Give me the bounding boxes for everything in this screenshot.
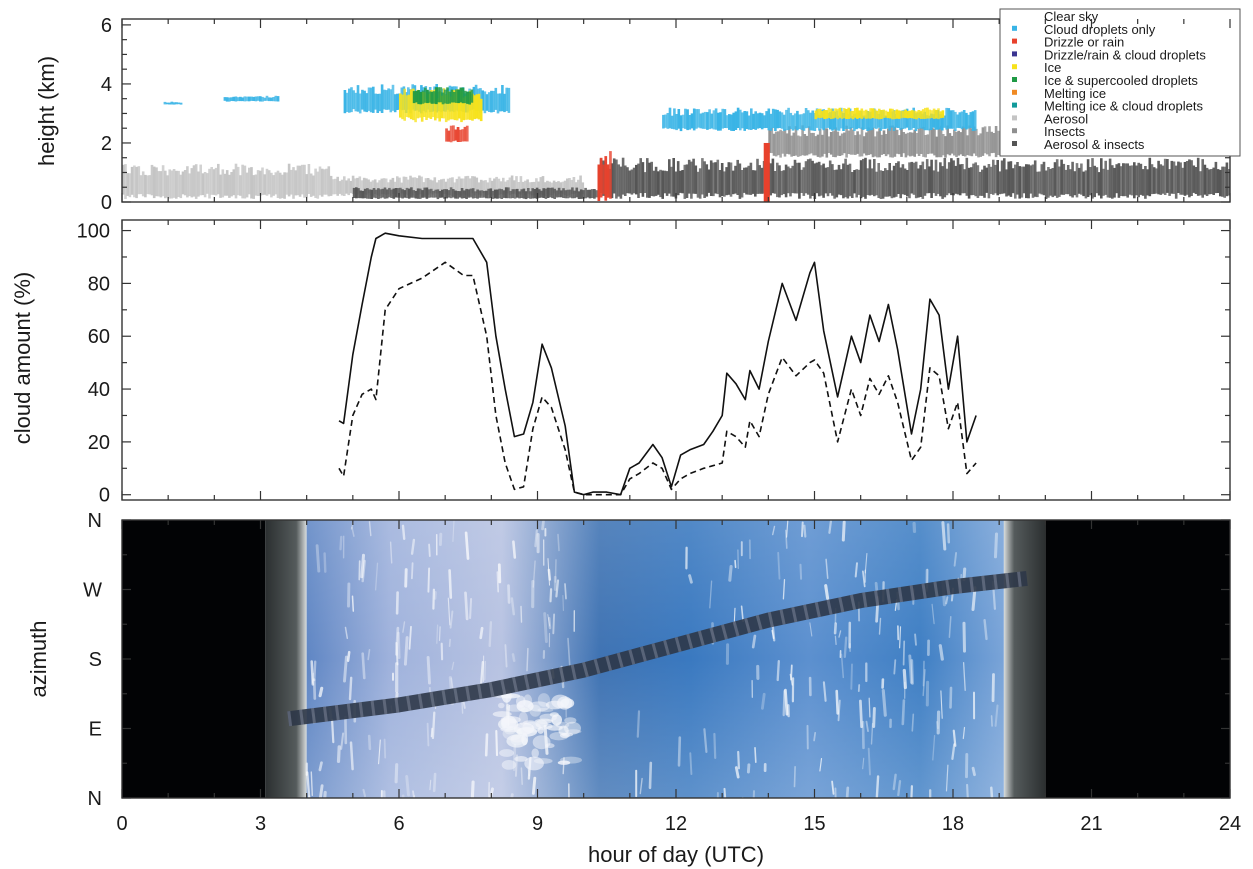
azimuth-axis-title: azimuth bbox=[26, 620, 51, 697]
legend-entry: Ice & supercooled droplets bbox=[1012, 73, 1198, 88]
legend-label: Aerosol & insects bbox=[1044, 137, 1145, 152]
legend-swatch bbox=[1012, 64, 1017, 70]
legend-swatch bbox=[1012, 89, 1017, 95]
legend-label: Clear sky bbox=[1044, 9, 1099, 24]
legend-swatch bbox=[1012, 102, 1017, 108]
sun-track bbox=[287, 570, 1028, 727]
legend-swatch bbox=[1012, 25, 1017, 31]
legend-label: Aerosol bbox=[1044, 111, 1088, 126]
legend-swatch bbox=[1012, 77, 1017, 82]
legend-entry: Insects bbox=[1012, 124, 1086, 139]
legend-entry: Melting ice & cloud droplets bbox=[1012, 99, 1203, 114]
class-region bbox=[768, 125, 1000, 158]
legend-label: Drizzle or rain bbox=[1044, 35, 1124, 50]
y-tick-label: N bbox=[88, 788, 102, 810]
y-tick-label: 4 bbox=[101, 74, 112, 96]
cloud-amount-axis-title: cloud amount (%) bbox=[10, 272, 35, 444]
twilight-span bbox=[1003, 520, 1046, 798]
x-tick-label: 3 bbox=[255, 813, 266, 835]
y-tick-label: N bbox=[88, 510, 102, 532]
class-region bbox=[399, 88, 483, 123]
class-region bbox=[223, 95, 280, 102]
x-tick-label: 24 bbox=[1219, 813, 1241, 835]
legend-entry: Ice bbox=[1012, 60, 1061, 75]
legend-entry: Aerosol & insects bbox=[1012, 137, 1145, 152]
x-tick-label: 9 bbox=[532, 813, 543, 835]
sky-image-panel: N E S W N azimuth bbox=[26, 510, 1231, 810]
y-tick-label: W bbox=[83, 580, 102, 602]
y-tick-label: S bbox=[89, 649, 102, 671]
class-region bbox=[597, 151, 612, 201]
class-region bbox=[122, 163, 331, 199]
class-region bbox=[445, 125, 469, 143]
night-span bbox=[122, 520, 266, 798]
y-tick-label: 2 bbox=[101, 133, 112, 155]
y-tick-label: 20 bbox=[88, 432, 110, 454]
twilight-span bbox=[265, 520, 307, 798]
x-tick-label: 6 bbox=[393, 813, 404, 835]
y-tick-label: 40 bbox=[88, 379, 110, 401]
y-tick-label: E bbox=[89, 719, 102, 741]
legend-label: Ice bbox=[1044, 60, 1061, 75]
legend-entry: Cloud droplets only bbox=[1012, 22, 1156, 37]
y-tick-label: 60 bbox=[88, 326, 110, 348]
cloud-amount-line-solid bbox=[338, 232, 977, 496]
x-tick-label: 0 bbox=[116, 813, 127, 835]
legend-entry: Melting ice bbox=[1012, 86, 1106, 101]
legend-swatch bbox=[1012, 38, 1017, 44]
x-tick-label: 12 bbox=[665, 813, 687, 835]
class-region bbox=[763, 142, 770, 202]
height-axis-title: height (km) bbox=[34, 56, 59, 166]
legend-swatch bbox=[1012, 115, 1017, 121]
legend-swatch bbox=[1012, 128, 1017, 134]
class-region bbox=[163, 101, 183, 105]
night-span bbox=[1045, 520, 1230, 798]
legend-label: Cloud droplets only bbox=[1044, 22, 1156, 37]
cloud-amount-panel: 0 20 40 60 80 100 cloud amount (%) bbox=[10, 219, 1231, 507]
cloud-amount-line-dashed bbox=[338, 261, 977, 496]
class-region bbox=[352, 187, 598, 200]
legend-label: Ice & supercooled droplets bbox=[1044, 73, 1198, 88]
class-region bbox=[662, 107, 977, 132]
hour-axis-title: hour of day (UTC) bbox=[588, 842, 764, 867]
legend-box bbox=[999, 8, 1241, 157]
y-tick-label: 100 bbox=[77, 221, 110, 243]
legend-label: Melting ice & cloud droplets bbox=[1044, 99, 1203, 114]
legend-label: Drizzle/rain & cloud droplets bbox=[1044, 47, 1206, 62]
class-region bbox=[597, 157, 1230, 199]
x-tick-label: 21 bbox=[1080, 813, 1102, 835]
legend-entry: Drizzle/rain & cloud droplets bbox=[1012, 47, 1206, 62]
panel2-frame bbox=[121, 219, 1231, 501]
x-tick-label: 15 bbox=[803, 813, 825, 835]
y-tick-label: 0 bbox=[101, 192, 112, 214]
x-tick-label: 18 bbox=[942, 813, 964, 835]
y-tick-label: 0 bbox=[99, 485, 110, 507]
legend-label: Insects bbox=[1044, 124, 1086, 139]
class-region bbox=[814, 107, 945, 120]
legend-entry: Aerosol bbox=[1012, 111, 1088, 126]
legend-entry: Clear sky bbox=[1044, 9, 1099, 24]
y-tick-label: 6 bbox=[101, 15, 112, 37]
legend-swatch bbox=[1012, 51, 1017, 57]
legend-entry: Drizzle or rain bbox=[1012, 35, 1124, 50]
cloud-streaks bbox=[305, 520, 999, 798]
legend-swatch bbox=[1012, 141, 1017, 146]
y-tick-label: 80 bbox=[88, 273, 110, 295]
legend-label: Melting ice bbox=[1044, 86, 1106, 101]
class-region bbox=[412, 87, 474, 105]
